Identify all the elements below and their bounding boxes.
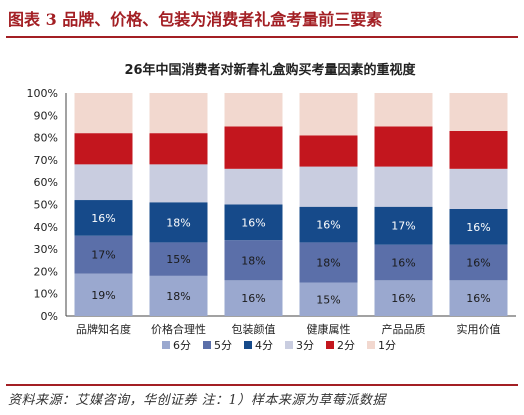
bar-segment <box>224 280 283 316</box>
bar-segment <box>299 93 358 136</box>
footer-rule <box>6 384 518 386</box>
y-tick-label: 30% <box>34 243 58 256</box>
y-tick-label: 100% <box>27 87 58 100</box>
data-label: 16% <box>466 221 490 234</box>
bar-segment <box>299 206 358 243</box>
data-label: 18% <box>241 254 265 267</box>
x-tick-label: 健康属性 <box>307 322 351 336</box>
data-label: 16% <box>466 292 490 305</box>
legend-swatch <box>244 341 252 349</box>
bar-segment <box>449 168 508 209</box>
y-tick-label: 50% <box>34 199 58 212</box>
bar-segment <box>224 240 283 281</box>
data-label: 18% <box>316 256 340 269</box>
legend-label: 3分 <box>296 339 314 352</box>
bar-segment <box>374 93 433 127</box>
bar-segment <box>299 282 358 316</box>
y-tick-label: 10% <box>34 288 58 301</box>
legend: 6分 5分 4分 3分 2分 1分 <box>162 339 396 352</box>
axis-layer: 0% 10% 20% 30% 40% 50% 60% 70% 80% 90% 100% 品牌知名度 价格… <box>27 87 516 336</box>
data-label: 16% <box>241 216 265 229</box>
bar-segment <box>299 242 358 283</box>
bar-segment <box>374 280 433 316</box>
legend-swatch <box>162 341 170 349</box>
y-tick-label: 80% <box>34 132 58 145</box>
data-label: 18% <box>166 290 190 303</box>
x-tick-label: 实用价值 <box>457 322 501 336</box>
source-note: 资料来源：艾媒咨询，华创证券 注：1）样本来源为草莓派数据 <box>8 393 386 408</box>
bar-segment <box>374 206 433 245</box>
bar-segment <box>449 244 508 281</box>
y-tick-label: 70% <box>34 154 58 167</box>
bar-segment <box>74 200 133 236</box>
data-label: 16% <box>91 212 115 225</box>
bar-segment <box>149 242 208 276</box>
data-label: 17% <box>91 249 115 262</box>
bar-segment <box>299 135 358 167</box>
bar-segment <box>224 93 283 127</box>
bar-segment <box>149 202 208 243</box>
data-label: 15% <box>166 253 190 266</box>
legend-swatch <box>367 341 375 349</box>
header-rule <box>6 36 518 38</box>
y-tick-label: 40% <box>34 221 58 234</box>
bar-segment <box>224 204 283 241</box>
bar-segment <box>449 93 508 131</box>
y-tick-label: 0% <box>41 310 58 323</box>
legend-label: 2分 <box>337 339 355 352</box>
y-tick-label: 20% <box>34 265 58 278</box>
y-tick-label: 90% <box>34 109 58 122</box>
bar-segment <box>449 280 508 316</box>
x-tick-label: 品牌知名度 <box>76 322 131 336</box>
bar-segment <box>149 164 208 203</box>
bar-segment <box>299 166 358 207</box>
stacked-bar-chart: 26年中国消费者对新春礼盒购买考量因素的重视度 0% 10% 20% 30% 40% 50… <box>27 62 516 352</box>
bar-segment <box>149 93 208 134</box>
bar-segment <box>449 208 508 245</box>
data-label: 17% <box>391 220 415 233</box>
chart-title: 26年中国消费者对新春礼盒购买考量因素的重视度 <box>124 62 416 78</box>
figure-header: 图表 3 品牌、价格、包装为消费者礼盒考量前三要素 <box>0 0 524 40</box>
y-tick-label: 60% <box>34 176 58 189</box>
x-tick-label: 产品品质 <box>382 322 426 336</box>
bar-segment <box>449 130 508 169</box>
data-label: 16% <box>391 292 415 305</box>
legend-label: 5分 <box>214 339 232 352</box>
bars-layer <box>74 93 508 316</box>
legend-swatch <box>326 341 334 349</box>
bar-segment <box>224 126 283 169</box>
bar-segment <box>149 275 208 316</box>
x-tick-label: 包装颜值 <box>232 323 276 336</box>
data-label: 16% <box>316 219 340 232</box>
data-label: 16% <box>391 256 415 269</box>
legend-label: 1分 <box>378 339 396 352</box>
bar-segment <box>374 166 433 207</box>
bar-segment <box>374 126 433 167</box>
bar-segment <box>74 273 133 316</box>
data-label: 19% <box>91 289 115 302</box>
legend-label: 6分 <box>173 339 191 352</box>
data-label: 16% <box>241 292 265 305</box>
bar-segment <box>74 164 133 201</box>
figure-title: 图表 3 品牌、价格、包装为消费者礼盒考量前三要素 <box>8 10 383 29</box>
bar-segment <box>224 168 283 205</box>
data-labels-layer: 19% 17% 16% 18% 15% 18% 16% 18% 16% 15% 18% 16% 16% 1… <box>91 212 490 306</box>
x-tick-label: 价格合理性 <box>151 322 206 336</box>
legend-swatch <box>203 341 211 349</box>
legend-swatch <box>285 341 293 349</box>
data-label: 18% <box>166 216 190 229</box>
data-label: 15% <box>316 293 340 306</box>
bar-segment <box>74 93 133 134</box>
bar-segment <box>149 133 208 165</box>
bar-segment <box>374 244 433 281</box>
bar-segment <box>74 235 133 274</box>
data-label: 16% <box>466 256 490 269</box>
bar-segment <box>74 133 133 165</box>
legend-label: 4分 <box>255 339 273 352</box>
